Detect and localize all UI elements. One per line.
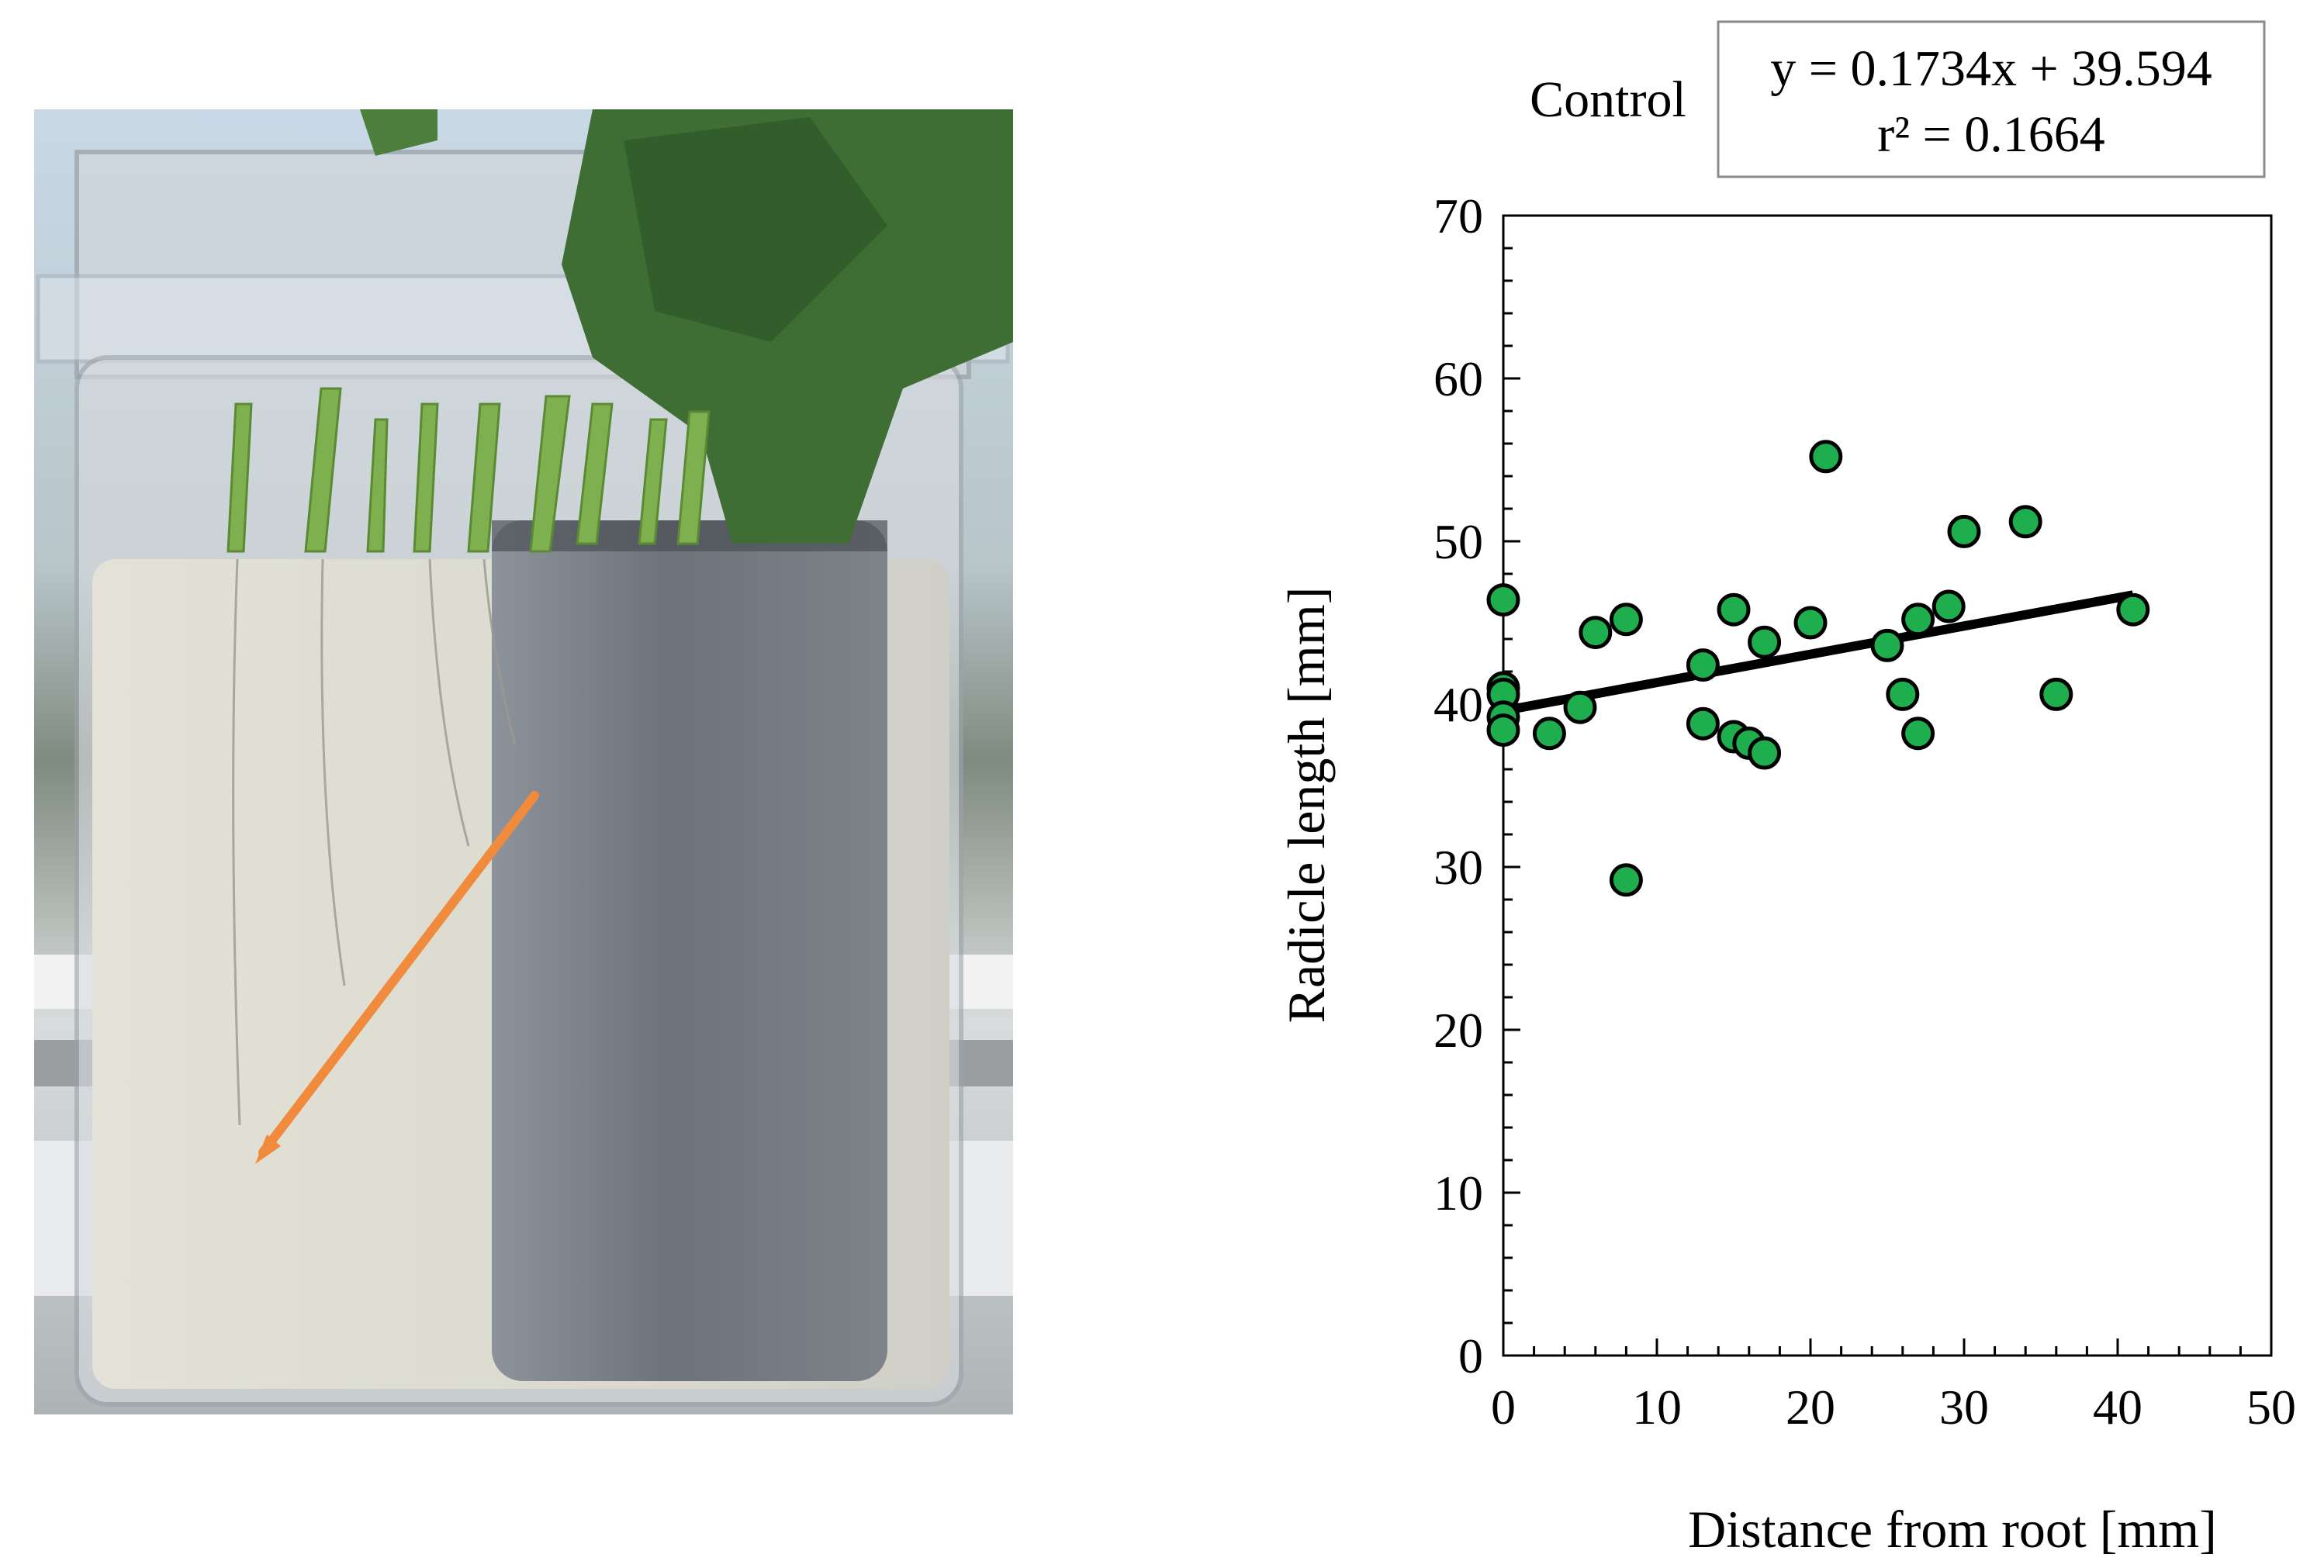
data-point (1947, 514, 1981, 548)
data-point (1686, 706, 1720, 741)
x-tick-label: 10 (1632, 1380, 1682, 1435)
chart-label-control: Control (1530, 71, 1686, 128)
x-tick-label: 20 (1786, 1380, 1835, 1435)
data-point (2008, 505, 2042, 539)
data-point (1748, 736, 1782, 770)
data-point (2116, 592, 2150, 627)
data-point (1931, 589, 1966, 623)
data-point (1748, 625, 1782, 659)
orange-arrow (255, 791, 539, 1164)
data-point (1609, 603, 1643, 637)
data-point (1809, 440, 1843, 474)
y-tick-label: 20 (1433, 1003, 1483, 1058)
data-point (1901, 717, 1935, 751)
equation-box (1717, 20, 2266, 178)
data-point (1901, 603, 1935, 637)
trendline (1502, 590, 2134, 716)
x-axis-title: Distance from root [mm] (1688, 1500, 2217, 1559)
y-tick-label: 10 (1433, 1166, 1483, 1221)
data-point (1717, 592, 1751, 627)
y-tick-label: 30 (1433, 840, 1483, 895)
x-tick-label: 30 (1939, 1380, 1989, 1435)
hydroponic-container-photo (34, 109, 1013, 1414)
y-tick-label: 50 (1433, 514, 1483, 569)
data-point (1532, 717, 1566, 751)
data-point (1686, 648, 1720, 682)
x-tick-label: 0 (1491, 1380, 1516, 1435)
data-point (1486, 713, 1520, 748)
data-point (1563, 690, 1597, 724)
y-tick-label: 0 (1458, 1328, 1483, 1383)
y-tick-label: 70 (1433, 188, 1483, 243)
plot-frame (1502, 214, 2273, 1357)
r-squared-text: r² = 0.1664 (1877, 106, 2105, 163)
y-tick-label: 60 (1433, 351, 1483, 406)
roots (232, 558, 517, 1126)
equation-text: y = 0.1734x + 39.594 (1770, 40, 2212, 97)
data-point (1793, 606, 1828, 640)
scatter-chart: Control y = 0.1734x + 39.594 r² = 0.1664… (1277, 20, 2296, 1559)
data-point (2039, 677, 2073, 711)
data-point (1579, 616, 1613, 650)
y-tick-label: 40 (1433, 677, 1483, 732)
x-tick-label: 40 (2093, 1380, 2142, 1435)
y-axis-title: Radicle length [mm] (1277, 587, 1336, 1024)
data-point (1609, 863, 1643, 897)
data-point (1870, 628, 1904, 662)
seedlings (227, 387, 711, 553)
plot-area: 0 10 20 30 40 50 60 70 0 10 20 30 40 50 (1433, 188, 2296, 1435)
data-point (1886, 677, 1920, 711)
x-tick-label: 50 (2246, 1380, 2296, 1435)
gray-cylinder (492, 520, 887, 1381)
data-point (1486, 583, 1520, 617)
